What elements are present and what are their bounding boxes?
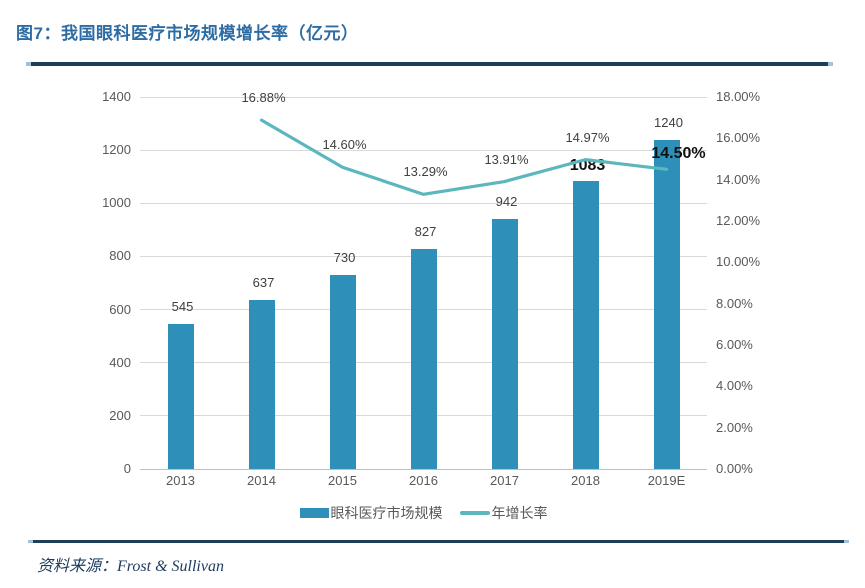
legend-item-growth-rate: 年增长率	[459, 503, 548, 523]
y-axis-tick-right: 8.00%	[716, 295, 753, 311]
growth-point-label-2016: 13.29%	[403, 164, 448, 180]
bottom-divider	[28, 540, 849, 543]
y-axis-tick-right: 16.00%	[716, 130, 761, 146]
y-axis-tick-right: 12.00%	[716, 213, 761, 228]
x-axis-label-2017: 2017	[490, 473, 519, 488]
y-axis-tick-left: 600	[109, 301, 131, 317]
line-series-swatch	[459, 511, 490, 515]
bar-value-label-2016: 827	[414, 224, 437, 240]
y-axis-tick-left: 1400	[102, 89, 131, 104]
growth-point-label-2017: 13.91%	[484, 151, 529, 167]
bar-value-label-2013: 545	[171, 299, 194, 315]
bar-2018	[572, 181, 599, 469]
y-axis-tick-left: 1000	[102, 195, 131, 211]
x-axis-line	[140, 468, 707, 470]
source-text: Frost & Sullivan	[117, 558, 224, 575]
legend-item-market-size: 眼科医疗市场规模	[299, 503, 443, 523]
y-axis-tick-left: 0	[123, 461, 131, 476]
y-axis-tick-left: 400	[109, 354, 131, 370]
x-axis-label-2018: 2018	[571, 473, 600, 488]
bar-2019E	[653, 139, 680, 469]
legend-label-growth-rate: 年增长率	[491, 505, 548, 521]
top-divider	[26, 62, 833, 66]
bar-value-label-2018: 1083	[569, 157, 606, 175]
growth-point-label-2019E: 14.50%	[651, 145, 706, 163]
bar-value-label-2017: 942	[495, 193, 518, 209]
y-axis-tick-left: 1200	[102, 142, 131, 158]
y-axis-tick-left: 200	[109, 407, 131, 423]
bar-2013	[167, 324, 194, 469]
x-axis-label-2014: 2014	[247, 473, 276, 488]
growth-point-label-2014: 16.88%	[241, 90, 286, 106]
bar-2015	[329, 275, 356, 469]
x-axis-label-2013: 2013	[166, 473, 195, 488]
growth-point-label-2015: 14.60%	[322, 137, 367, 153]
source-label: 资料来源：	[37, 558, 118, 575]
y-axis-tick-right: 4.00%	[716, 378, 753, 394]
y-axis-tick-left: 800	[109, 248, 131, 264]
x-axis-label-2019E: 2019E	[647, 473, 686, 488]
x-axis-label-2016: 2016	[409, 473, 438, 488]
growth-point-label-2018: 14.97%	[565, 129, 610, 145]
bar-series-swatch	[299, 508, 329, 518]
y-axis-tick-right: 18.00%	[716, 89, 761, 104]
y-axis-tick-right: 10.00%	[716, 254, 761, 270]
bar-2014	[248, 299, 275, 469]
y-axis-tick-right: 0.00%	[716, 461, 753, 476]
bar-value-label-2015: 730	[333, 250, 356, 266]
x-axis-label-2015: 2015	[328, 473, 357, 488]
bar-value-label-2014: 637	[252, 274, 275, 290]
bar-2017	[491, 218, 518, 469]
y-axis-tick-right: 6.00%	[716, 337, 753, 352]
legend-label-market-size: 眼科医疗市场规模	[330, 505, 443, 521]
gridline	[140, 96, 707, 98]
gridline	[140, 202, 707, 204]
y-axis-tick-right: 2.00%	[716, 419, 753, 435]
bar-value-label-2019E: 1240	[654, 114, 683, 130]
chart-legend: 眼科医疗市场规模 年增长率	[140, 503, 707, 523]
source-line: 资料来源：Frost & Sullivan	[37, 552, 224, 576]
bar-2016	[410, 249, 437, 469]
gridline	[140, 149, 707, 151]
figure-title: 图7：我国眼科医疗市场规模增长率（亿元）	[16, 24, 359, 43]
y-axis-tick-right: 14.00%	[716, 171, 761, 187]
